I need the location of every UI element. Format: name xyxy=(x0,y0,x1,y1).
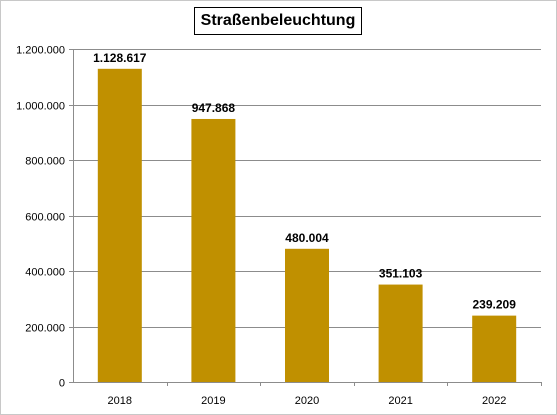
x-tick-label-2022: 2022 xyxy=(482,395,506,407)
y-tick-label: 1.200.000 xyxy=(16,45,65,57)
data-label-2020: 480.004 xyxy=(285,231,329,245)
bar-2022 xyxy=(472,315,517,382)
chart-title: Straßenbeleuchtung xyxy=(194,7,362,35)
data-label-2022: 239.209 xyxy=(473,298,517,312)
data-label-2021: 351.103 xyxy=(379,267,423,281)
bar-2021 xyxy=(378,284,423,382)
y-tick-label: 0 xyxy=(59,378,65,390)
y-tick-label: 600.000 xyxy=(25,212,65,224)
y-tick-label: 800.000 xyxy=(25,156,65,168)
x-tick-label-2020: 2020 xyxy=(295,395,319,407)
bar-2020 xyxy=(285,248,329,382)
y-tick-label: 400.000 xyxy=(25,267,65,279)
bar-2019 xyxy=(191,118,236,383)
y-tick-label: 200.000 xyxy=(25,323,65,335)
data-label-2019: 947.868 xyxy=(192,101,236,115)
x-tick-label-2021: 2021 xyxy=(388,395,412,407)
x-tick-label-2019: 2019 xyxy=(201,395,225,407)
bar-2018 xyxy=(97,68,142,383)
data-label-2018: 1.128.617 xyxy=(93,51,147,65)
x-tick-label-2018: 2018 xyxy=(108,395,132,407)
y-tick-label: 1.000.000 xyxy=(16,101,65,113)
